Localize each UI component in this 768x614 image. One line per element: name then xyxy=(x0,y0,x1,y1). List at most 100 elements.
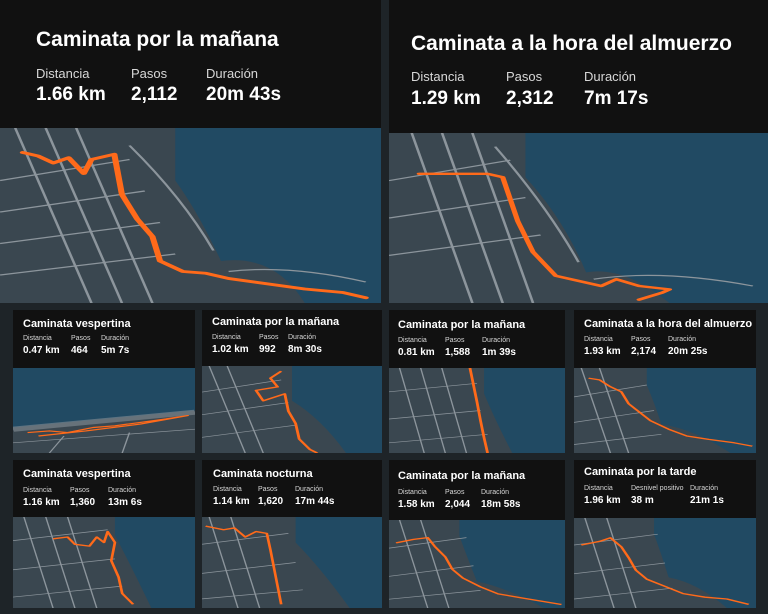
activity-title: Caminata por la mañana xyxy=(398,470,526,482)
steps-value: 992 xyxy=(259,344,276,355)
distance-label: Distancia xyxy=(584,485,613,492)
water-area xyxy=(114,517,195,608)
street-grid xyxy=(202,517,303,608)
activity-card-morning-walk-2[interactable]: Caminata por la mañana Distancia 1.02 km… xyxy=(202,310,382,453)
steps-value: 2,044 xyxy=(445,499,471,510)
distance-value: 1.58 km xyxy=(398,499,435,510)
duration-label: Duración xyxy=(108,487,137,494)
distance-value: 1.14 km xyxy=(213,496,250,507)
route-line xyxy=(254,370,319,453)
duration-label: Duración xyxy=(101,335,130,342)
duration-value: 13m 6s xyxy=(108,497,142,508)
elevation-label: Desnivel positivo xyxy=(631,485,684,492)
duration-value: 17m 44s xyxy=(295,496,335,507)
steps-label: Pasos xyxy=(445,489,465,496)
steps-value: 2,112 xyxy=(131,84,178,105)
activity-title: Caminata vespertina xyxy=(23,318,131,330)
route-map[interactable] xyxy=(202,517,382,608)
activity-title: Caminata por la tarde xyxy=(584,466,697,478)
steps-label: Pasos xyxy=(131,66,168,81)
route-map[interactable] xyxy=(202,366,382,453)
steps-label: Pasos xyxy=(258,486,278,493)
route-line xyxy=(588,377,753,447)
activity-card-header: Caminata por la mañana Distancia 1.58 km… xyxy=(389,460,565,520)
activity-card-lunch-walk-1[interactable]: Caminata a la hora del almuerzo Distanci… xyxy=(389,0,768,303)
activity-title: Caminata a la hora del almuerzo xyxy=(584,318,753,330)
route-map[interactable] xyxy=(0,128,381,303)
distance-label: Distancia xyxy=(36,66,90,81)
route-line xyxy=(19,151,369,300)
distance-label: Distancia xyxy=(411,69,465,84)
route-line xyxy=(27,415,189,437)
activity-card-evening-walk-2[interactable]: Caminata vespertina Distancia 1.16 km Pa… xyxy=(13,460,195,608)
duration-label: Duración xyxy=(482,337,511,344)
water-area xyxy=(654,518,756,608)
street-grid xyxy=(574,518,673,608)
route-line xyxy=(52,530,135,605)
route-map[interactable] xyxy=(389,520,565,608)
activity-card-morning-walk-3[interactable]: Caminata por la mañana Distancia 0.81 km… xyxy=(389,310,565,453)
water-area xyxy=(175,128,381,303)
street-grid xyxy=(389,133,754,303)
duration-value: 5m 7s xyxy=(101,345,130,356)
route-line xyxy=(580,537,750,606)
activity-card-header: Caminata por la mañana Distancia 0.81 km… xyxy=(389,310,565,368)
distance-label: Distancia xyxy=(398,337,427,344)
activity-title: Caminata vespertina xyxy=(23,468,131,480)
activity-card-night-walk[interactable]: Caminata nocturna Distancia 1.14 km Paso… xyxy=(202,460,382,608)
activity-card-afternoon-walk[interactable]: Caminata por la tarde Distancia 1.96 km … xyxy=(574,460,756,608)
activity-card-header: Caminata a la hora del almuerzo Distanci… xyxy=(389,0,768,133)
street-grid xyxy=(0,128,367,303)
route-map[interactable] xyxy=(574,518,756,608)
activity-card-morning-walk-1[interactable]: Caminata por la mañana Distancia 1.66 km… xyxy=(0,0,381,303)
route-map[interactable] xyxy=(13,517,195,608)
street-grid xyxy=(13,517,123,608)
distance-label: Distancia xyxy=(398,489,427,496)
duration-value: 1m 39s xyxy=(482,347,516,358)
duration-label: Duración xyxy=(295,486,324,493)
elevation-value: 38 m xyxy=(631,495,654,506)
activity-card-header: Caminata vespertina Distancia 0.47 km Pa… xyxy=(13,310,195,368)
water-area xyxy=(13,368,195,428)
distance-label: Distancia xyxy=(23,487,52,494)
activity-card-header: Caminata vespertina Distancia 1.16 km Pa… xyxy=(13,460,195,517)
duration-value: 21m 1s xyxy=(690,495,724,506)
duration-label: Duración xyxy=(668,336,697,343)
steps-label: Pasos xyxy=(259,334,279,341)
steps-value: 2,312 xyxy=(506,88,554,109)
activity-title: Caminata nocturna xyxy=(213,468,313,480)
activity-card-lunch-walk-2[interactable]: Caminata a la hora del almuerzo Distanci… xyxy=(574,310,756,453)
activity-card-evening-walk-1[interactable]: Caminata vespertina Distancia 0.47 km Pa… xyxy=(13,310,195,453)
duration-value: 18m 58s xyxy=(481,499,521,510)
steps-value: 1,620 xyxy=(258,496,284,507)
distance-label: Distancia xyxy=(212,334,241,341)
activity-card-morning-walk-4[interactable]: Caminata por la mañana Distancia 1.58 km… xyxy=(389,460,565,608)
route-map[interactable] xyxy=(13,368,195,453)
activity-title: Caminata por la mañana xyxy=(212,316,340,328)
steps-label: Pasos xyxy=(506,69,543,84)
street-grid xyxy=(202,366,296,453)
water-area xyxy=(646,368,756,453)
duration-label: Duración xyxy=(481,489,510,496)
route-line xyxy=(395,536,562,606)
distance-value: 0.47 km xyxy=(23,345,60,356)
distance-value: 1.16 km xyxy=(23,497,60,508)
duration-value: 20m 43s xyxy=(206,84,282,105)
duration-label: Duración xyxy=(288,334,317,341)
steps-value: 464 xyxy=(71,345,88,356)
route-map[interactable] xyxy=(574,368,756,453)
route-map[interactable] xyxy=(389,133,768,303)
route-map[interactable] xyxy=(389,368,565,453)
street-grid xyxy=(13,428,195,453)
water-area xyxy=(484,368,565,453)
water-area xyxy=(295,517,382,608)
distance-value: 0.81 km xyxy=(398,347,435,358)
street-grid xyxy=(389,368,488,453)
distance-value: 1.93 km xyxy=(584,346,621,357)
distance-label: Distancia xyxy=(213,486,242,493)
duration-label: Duración xyxy=(690,485,719,492)
distance-label: Distancia xyxy=(23,335,52,342)
route-line xyxy=(205,525,283,605)
duration-label: Duración xyxy=(206,66,259,81)
activity-title: Caminata por la mañana xyxy=(36,28,279,51)
